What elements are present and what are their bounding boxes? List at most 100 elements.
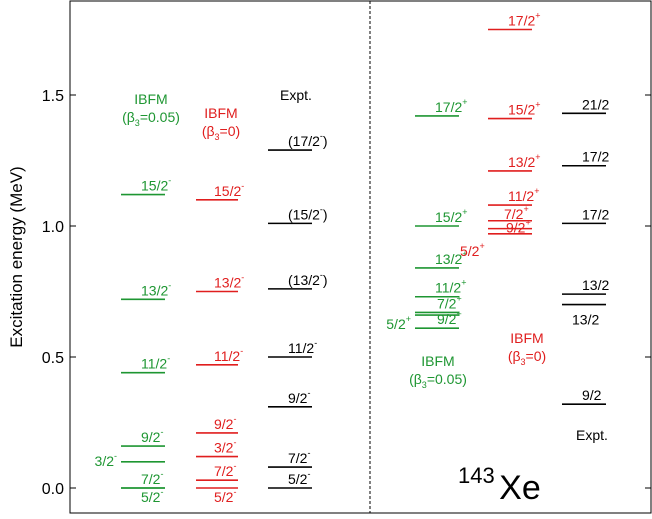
level-label-expt-spin: 7/2 [288,450,308,466]
level-label-expt-close: ) [323,272,328,288]
header-param-ibfm005: (β3=0.05) [409,371,467,390]
level-label-ibfm0: 11/2- [214,346,243,364]
level-label-ibfm005-spin: 15/2 [435,209,462,225]
level-label-ibfm005-spin: 5/2 [386,316,406,332]
plot-frame [69,0,652,514]
level-label-ibfm005: 7/2- [141,469,163,487]
level-label-ibfm0-parity: + [535,11,540,21]
level-label-ibfm005: 17/2+ [435,97,468,115]
level-label-ibfm005-parity: + [462,249,467,259]
level-label-ibfm005: 3/2- [95,451,117,469]
level-label-expt: 21/2 [582,96,609,112]
header-param-pre: (β [122,109,135,125]
level-label-ibfm005: 5/2+ [386,314,411,332]
level-label-expt-spin: 11/2 [288,340,314,356]
level-label-expt: 7/2- [288,448,310,466]
level-label-ibfm0: 15/2- [214,181,244,199]
level-label-ibfm0-spin: 3/2 [214,440,234,456]
level-label-ibfm005: 15/2+ [435,207,468,225]
level-label-ibfm005-parity: + [456,309,461,319]
level-label-expt-spin: 17/2 [582,206,609,222]
level-label-expt-spin: (15/2 [288,206,320,222]
level-label-expt-spin: 21/2 [582,96,609,112]
level-label-ibfm0-spin: 9/2 [506,220,526,236]
level-label-ibfm005-parity: - [168,280,171,290]
level-label-expt-spin: (17/2 [288,133,320,149]
level-label-ibfm0-parity: - [233,438,236,448]
level-label-ibfm005-spin: 15/2 [141,178,168,194]
header-param-post: =0) [526,348,547,364]
level-label-ibfm0-spin: 15/2 [214,183,241,199]
level-label-ibfm0-spin: 13/2 [214,275,241,291]
level-label-expt: (15/2-) [288,204,328,222]
header-ibfm0: IBFM [510,330,543,346]
level-label-ibfm0-spin: 7/2 [214,463,234,479]
level-label-expt: 17/2 [582,149,609,165]
level-label-ibfm0-parity: - [233,414,236,424]
level-label-expt-spin: 9/2 [582,387,602,403]
ytick-label: 1.0 [42,219,64,236]
level-label-ibfm005-parity: + [462,207,467,217]
level-label-expt-spin: (13/2 [288,272,320,288]
level-label-ibfm005-parity: + [462,97,467,107]
level-label-expt-spin: 13/2 [572,312,599,328]
header-ibfm005: IBFM [421,353,454,369]
level-label-ibfm0-spin: 11/2 [214,348,240,364]
header-expt: Expt. [280,87,312,103]
level-label-expt-spin: 13/2 [582,277,609,293]
level-label-ibfm0: 17/2+ [508,11,541,29]
level-label-ibfm0: 7/2- [214,461,236,479]
level-label-expt-spin: 9/2 [288,390,308,406]
level-label-ibfm005-spin: 5/2 [141,489,161,505]
level-label-ibfm005-parity: - [160,469,163,479]
level-label-ibfm005: 7/2+ [437,293,462,311]
level-label-ibfm0-spin: 17/2 [508,13,535,29]
level-label-ibfm0: 11/2+ [508,186,539,204]
level-label-expt-parity: - [320,131,323,141]
level-label-ibfm005-spin: 11/2 [141,356,167,372]
header-param-ibfm005: (β3=0.05) [122,109,180,128]
level-label-ibfm0-spin: 15/2 [508,102,535,118]
level-label-expt: (13/2-) [288,270,328,288]
level-label-ibfm005-parity: - [167,354,170,364]
level-label-ibfm005: 13/2+ [435,249,468,267]
level-label-ibfm005-parity: - [168,176,171,186]
level-label-ibfm0-parity: - [241,181,244,191]
level-label-ibfm005: 9/2- [141,427,163,445]
level-label-ibfm005: 13/2- [141,280,171,298]
level-label-ibfm005-parity: + [461,278,466,288]
level-label-ibfm0-parity: + [523,204,528,214]
level-label-expt-spin: 17/2 [582,149,609,165]
level-label-expt-close: ) [323,206,328,222]
level-label-ibfm0-spin: 11/2 [508,188,534,204]
levels-layer: 5/2-7/2-3/2-9/2-11/2-13/2-15/2-5/2-7/2-3… [95,11,610,506]
level-label-ibfm0-parity: + [525,218,530,228]
level-label-expt: 17/2 [582,206,609,222]
ytick-label: 0.5 [42,350,64,367]
header-param-pre: (β [508,348,521,364]
level-label-expt: 11/2- [288,338,317,356]
level-label-ibfm0-parity: - [233,487,236,497]
level-label-expt: 9/2- [288,388,310,406]
ytick-label: 0.0 [42,481,64,498]
level-label-ibfm0-spin: 7/2 [504,206,524,222]
y-axis-label: Excitation energy (MeV) [7,166,26,347]
level-label-ibfm0: 5/2- [214,487,236,505]
level-label-ibfm005-spin: 13/2 [435,251,462,267]
ytick-label: 1.5 [42,88,64,105]
level-label-expt-close: ) [323,133,328,149]
level-label-ibfm005-spin: 7/2 [437,295,457,311]
nucleus-label: 143 Xe [458,463,541,507]
level-label-ibfm0: 15/2+ [508,100,541,118]
level-label-expt-parity: - [320,270,323,280]
level-label-ibfm0-parity: + [534,186,539,196]
level-label-expt-parity: - [307,469,310,479]
level-label-ibfm0-parity: + [535,100,540,110]
level-label-expt-parity: - [320,204,323,214]
level-label-ibfm0: 7/2+ [504,204,529,222]
level-label-expt: (17/2-) [288,131,328,149]
level-label-expt-parity: - [307,388,310,398]
level-label-expt-spin: 5/2 [288,471,308,487]
level-label-ibfm005: 5/2- [141,487,163,505]
